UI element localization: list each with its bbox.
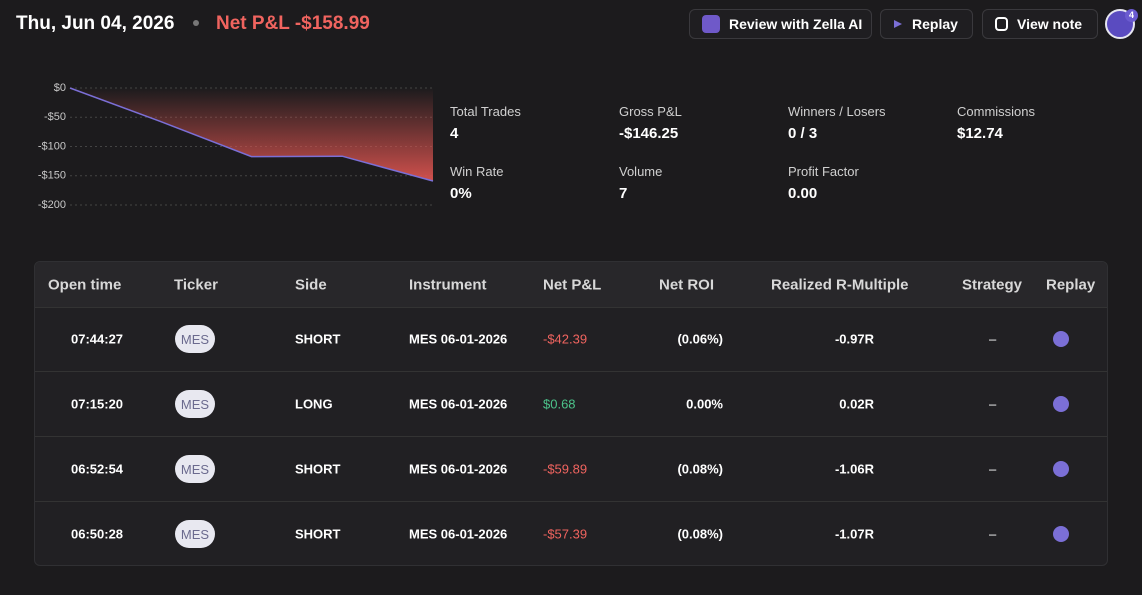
view-note-button[interactable]: View note bbox=[982, 9, 1098, 39]
net-pnl: Net P&L -$158.99 bbox=[216, 13, 370, 34]
column-header: Strategy bbox=[962, 276, 1023, 294]
row-divider bbox=[35, 371, 1107, 372]
column-header: Instrument bbox=[409, 276, 487, 294]
date: Thu, Jun 04, 2026 bbox=[16, 13, 175, 34]
zella-icon bbox=[702, 15, 720, 33]
net-pnl: -$42.39 bbox=[543, 331, 588, 347]
note-icon bbox=[995, 17, 1008, 31]
separator-dot bbox=[193, 20, 199, 26]
stat-value: 7 bbox=[619, 185, 628, 202]
stat-label: Total Trades bbox=[450, 104, 521, 119]
strategy: – bbox=[989, 526, 997, 542]
net-pnl: -$59.89 bbox=[543, 461, 588, 477]
trades-table: Open time Ticker Side Instrument Net P&L Net … bbox=[34, 261, 1108, 566]
strategy: – bbox=[989, 331, 997, 347]
side: SHORT bbox=[295, 461, 341, 477]
replay-icon[interactable] bbox=[1053, 526, 1069, 542]
instrument: MES 06-01-2026 bbox=[409, 526, 508, 542]
r-multiple: -1.07R bbox=[834, 526, 874, 542]
y-tick-label: -$50 bbox=[44, 111, 66, 123]
net-roi: 0.00% bbox=[686, 396, 723, 412]
column-header: Ticker bbox=[174, 276, 218, 294]
r-multiple: 0.02R bbox=[839, 396, 874, 412]
column-header: Side bbox=[295, 276, 327, 294]
row-divider bbox=[35, 436, 1107, 437]
open-time: 06:52:54 bbox=[71, 461, 124, 477]
instrument: MES 06-01-2026 bbox=[409, 461, 508, 477]
zella-ai-button[interactable]: Review with Zella AI bbox=[689, 9, 872, 39]
y-tick-label: -$150 bbox=[38, 170, 66, 182]
stat-label: Profit Factor bbox=[788, 164, 859, 179]
column-header: Replay bbox=[1046, 276, 1096, 294]
stat-value: -$146.25 bbox=[619, 125, 679, 142]
y-tick-label: $0 bbox=[54, 82, 66, 94]
r-multiple: -0.97R bbox=[834, 331, 874, 347]
net-roi: (0.06%) bbox=[677, 331, 723, 347]
side: LONG bbox=[295, 396, 333, 412]
open-time: 07:44:27 bbox=[71, 331, 124, 347]
net-pnl: -$57.39 bbox=[543, 526, 588, 542]
open-time: 06:50:28 bbox=[71, 526, 124, 542]
replay-button[interactable]: Replay bbox=[880, 9, 973, 39]
stat-value: 0% bbox=[450, 185, 472, 202]
instrument: MES 06-01-2026 bbox=[409, 331, 508, 347]
stat-label: Commissions bbox=[957, 104, 1036, 119]
r-multiple: -1.06R bbox=[834, 461, 874, 477]
button-label: Review with Zella AI bbox=[729, 16, 863, 32]
button-label: Replay bbox=[912, 16, 958, 32]
net-roi: (0.08%) bbox=[677, 461, 723, 477]
button-label: View note bbox=[1017, 16, 1083, 32]
row-divider bbox=[35, 501, 1107, 502]
y-tick-label: -$100 bbox=[38, 140, 66, 152]
ticker-pill: MES bbox=[175, 520, 215, 548]
side: SHORT bbox=[295, 331, 341, 347]
stat-label: Volume bbox=[619, 164, 663, 179]
stat-label: Gross P&L bbox=[619, 104, 682, 119]
notification-badge: 4 bbox=[1125, 9, 1138, 22]
replay-icon[interactable] bbox=[1053, 461, 1069, 477]
instrument: MES 06-01-2026 bbox=[409, 396, 508, 412]
ticker-pill: MES bbox=[175, 325, 215, 353]
stat-label: Winners / Losers bbox=[788, 104, 886, 119]
column-header: Open time bbox=[48, 276, 122, 294]
y-tick-label: -$200 bbox=[38, 199, 66, 211]
stat-value: $12.74 bbox=[957, 125, 1003, 142]
strategy: – bbox=[989, 461, 997, 477]
replay-icon[interactable] bbox=[1053, 331, 1069, 347]
strategy: – bbox=[989, 396, 997, 412]
replay-icon[interactable] bbox=[1053, 396, 1069, 412]
side: SHORT bbox=[295, 526, 341, 542]
open-time: 07:15:20 bbox=[71, 396, 124, 412]
stat-value: 0 / 3 bbox=[788, 125, 818, 142]
column-header: Net ROI bbox=[659, 276, 715, 294]
column-header: Net P&L bbox=[543, 276, 602, 294]
column-header: Realized R-Multiple bbox=[771, 276, 909, 294]
area bbox=[70, 88, 433, 182]
table-header bbox=[35, 262, 1107, 308]
net-pnl: $0.68 bbox=[543, 396, 576, 412]
play-icon bbox=[894, 20, 902, 28]
stat-label: Win Rate bbox=[450, 164, 504, 179]
pnl-chart: $0 -$50 -$100 -$150 -$200 bbox=[38, 82, 434, 211]
net-roi: (0.08%) bbox=[677, 526, 723, 542]
line bbox=[69, 87, 434, 182]
ticker-pill: MES bbox=[175, 455, 215, 483]
stat-value: 0.00 bbox=[788, 185, 818, 202]
stat-value: 4 bbox=[450, 125, 459, 142]
ticker-pill: MES bbox=[175, 390, 215, 418]
